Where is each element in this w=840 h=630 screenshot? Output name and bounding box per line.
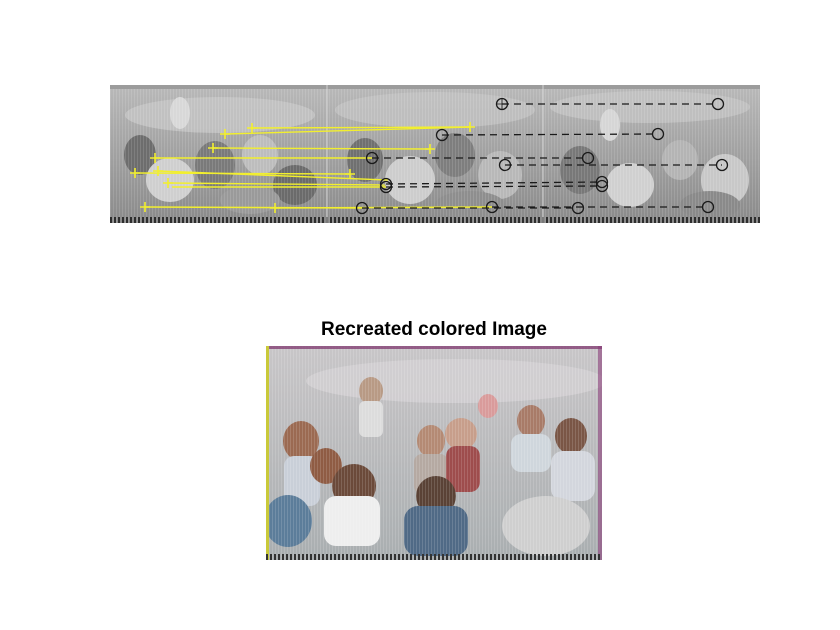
- feature-matches-panel: [110, 85, 760, 223]
- match-lines-dashed: [362, 103, 722, 209]
- match-markers-yellow: [130, 122, 475, 213]
- recolored-image-panel: [266, 346, 602, 560]
- recolored-image: [266, 346, 602, 560]
- recolored-image-title: Recreated colored Image: [321, 319, 547, 340]
- match-markers-circles: [355, 97, 729, 215]
- feature-matches-image: [110, 85, 760, 223]
- match-lines-yellow: [134, 126, 493, 209]
